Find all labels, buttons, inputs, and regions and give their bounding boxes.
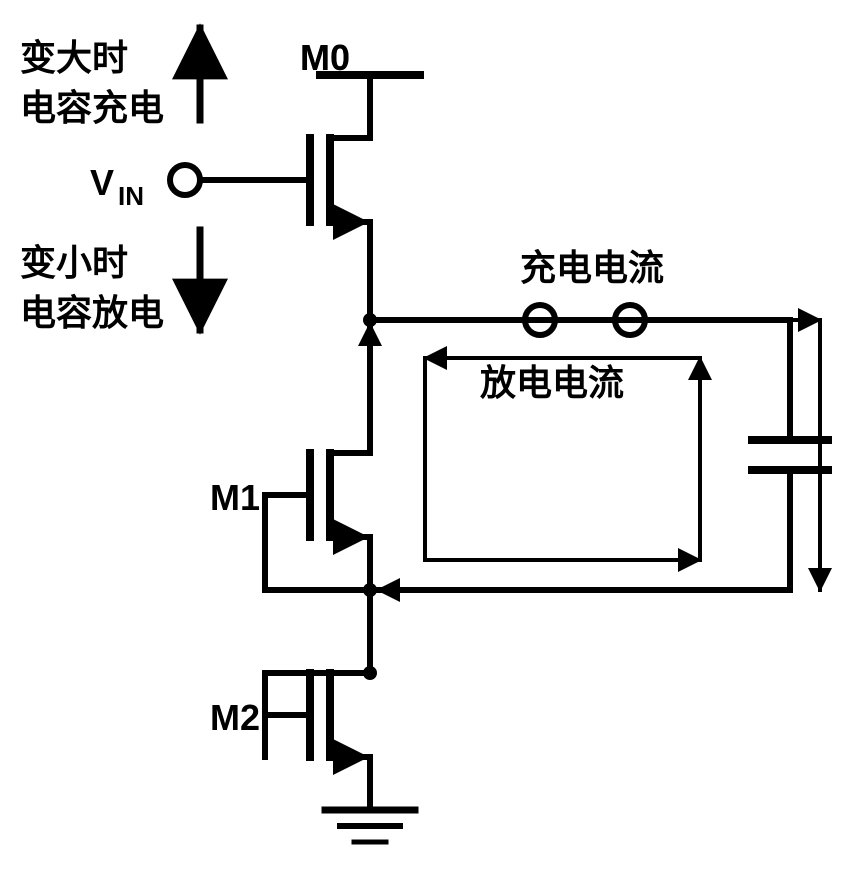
label-m0: M0 — [300, 37, 350, 78]
label-bot-1: 变小时 — [20, 242, 128, 283]
label-discharge-current: 放电电流 — [480, 362, 624, 403]
label-charge-current: 充电电流 — [520, 247, 664, 288]
label-vin: V — [90, 162, 114, 203]
label-top-2: 电容充电 — [20, 87, 164, 128]
label-bot-2: 电容放电 — [20, 292, 164, 333]
label-m2: M2 — [210, 697, 260, 738]
label-top-1: 变大时 — [20, 37, 128, 78]
label-m1: M1 — [210, 477, 260, 518]
label-vin-sub: IN — [118, 181, 144, 211]
circuit-schematic: M0M0M1M2VIN变大时电容充电变小时电容放电充电电流放电电流 — [20, 28, 828, 842]
